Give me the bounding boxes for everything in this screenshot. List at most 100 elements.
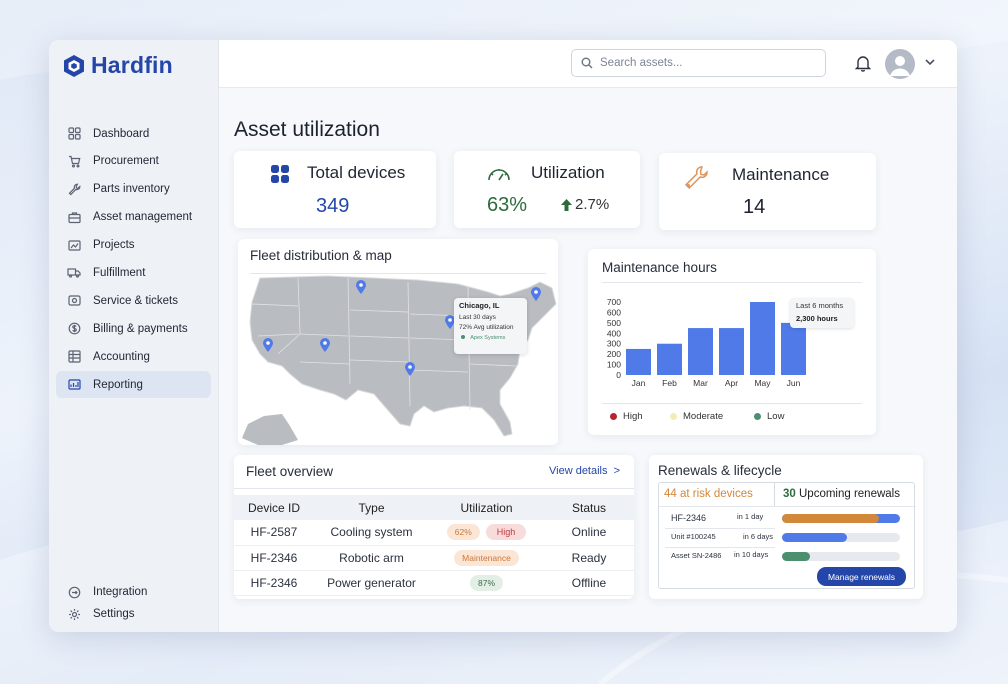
view-details-link[interactable]: View details >: [549, 465, 621, 477]
sidebar-item-procurement[interactable]: Procurement: [56, 148, 211, 175]
renewal-row[interactable]: Asset SN-2486 in 10 days: [659, 549, 909, 568]
sidebar-item-dashboard[interactable]: Dashboard: [56, 120, 211, 147]
x-tick-label: Apr: [725, 378, 738, 388]
sidebar-item-service-tickets[interactable]: Service & tickets: [56, 287, 211, 314]
total-devices-title: Total devices: [307, 163, 406, 182]
utilization-value: 63%: [487, 194, 528, 216]
upcoming-label: Upcoming renewals: [795, 488, 900, 500]
map-pin-icon[interactable]: [320, 338, 330, 352]
sidebar-item-label: Dashboard: [93, 127, 150, 140]
utilization-delta: 2.7%: [575, 196, 610, 213]
sidebar-item-asset-management[interactable]: Asset management: [56, 204, 211, 231]
dollar-icon: [67, 322, 81, 336]
chevron-down-icon[interactable]: [925, 59, 935, 66]
hexagon-logo-icon: [64, 54, 84, 77]
sidebar-item-label: Accounting: [93, 350, 150, 363]
asset-id: HF-2346: [671, 513, 707, 523]
sidebar-item-parts-inventory[interactable]: Parts inventory: [56, 176, 211, 203]
column-header[interactable]: Device ID: [234, 495, 314, 520]
bar-apr[interactable]: [719, 328, 744, 375]
column-header[interactable]: Status: [544, 495, 634, 520]
manage-renewals-button[interactable]: Manage renewals: [817, 567, 906, 586]
map-pin-icon[interactable]: [263, 338, 273, 352]
renewal-progress-fill: [782, 514, 879, 523]
renewal-row[interactable]: Unit #100245 in 6 days: [659, 530, 909, 549]
type-cell: Cooling system: [314, 520, 429, 546]
truck-icon: [67, 266, 81, 280]
tooltip-metric: 72% Avg utilization: [459, 324, 514, 331]
sidebar-item-label: Fulfillment: [93, 266, 146, 279]
map-pin-icon[interactable]: [405, 362, 415, 376]
y-tick-label: 600: [607, 307, 621, 317]
status-cell: Online: [544, 520, 634, 546]
legend-item-high: High: [610, 411, 670, 422]
gear-icon: [67, 607, 81, 621]
bell-icon[interactable]: [855, 54, 871, 72]
map-pin-icon[interactable]: [531, 287, 541, 301]
upcoming-count: 30: [783, 488, 796, 500]
chart-title: Maintenance hours: [602, 260, 717, 275]
map-pin-icon[interactable]: [445, 315, 455, 329]
search-placeholder: Search assets...: [600, 57, 683, 69]
bar-may[interactable]: [750, 302, 775, 375]
y-tick-label: 100: [607, 360, 621, 370]
legend-label: High: [623, 411, 643, 422]
sidebar-item-reporting[interactable]: Reporting: [56, 371, 211, 399]
search-icon: [581, 57, 593, 69]
bar-mar[interactable]: [688, 328, 713, 375]
sidebar-item-label: Service & tickets: [93, 294, 178, 307]
wrench-icon: [67, 182, 81, 196]
upcoming-renewals[interactable]: 30 Upcoming renewals: [783, 488, 900, 500]
table-row[interactable]: HF-2346 Robotic arm Maintenance Ready: [234, 545, 634, 571]
table-row[interactable]: HF-2346 Power generator 87% Offline: [234, 570, 634, 596]
sidebar-item-fulfillment[interactable]: Fulfillment: [56, 259, 211, 286]
sidebar-item-integration[interactable]: Integration: [56, 581, 211, 603]
brand-logo[interactable]: Hardfin: [63, 52, 173, 79]
column-header[interactable]: Type: [314, 495, 429, 520]
sidebar-item-projects[interactable]: Projects: [56, 232, 211, 259]
avatar[interactable]: [885, 49, 915, 79]
legend-dot-icon: [610, 412, 617, 420]
device-id-cell: HF-2346: [234, 545, 314, 571]
renewals-title: Renewals & lifecycle: [658, 463, 782, 478]
y-tick-label: 700: [607, 297, 621, 307]
renewals-card: Renewals & lifecycle 44 at risk devices …: [649, 455, 923, 599]
utilization-pill: 87%: [469, 574, 503, 591]
map-tooltip: Chicago, IL Last 30 days 72% Avg utiliza…: [454, 298, 527, 354]
utilization-pill: Maintenance: [454, 549, 519, 566]
sidebar-item-billing-payments[interactable]: Billing & payments: [56, 315, 211, 342]
column-header[interactable]: Utilization: [429, 495, 544, 520]
renewal-progress: [782, 514, 900, 523]
asset-id: Unit #100245: [671, 532, 716, 541]
ledger-icon: [67, 350, 81, 364]
bar-jan[interactable]: [626, 348, 651, 375]
map-pin-icon[interactable]: [356, 280, 366, 294]
divider: [602, 403, 862, 404]
utilization-card[interactable]: Utilization 63% 2.7%: [454, 151, 640, 228]
fleet-overview-card: Fleet overview View details > Device ID …: [234, 455, 634, 599]
tooltip-vendor-row: Apex Systems: [459, 335, 522, 341]
renewal-row[interactable]: HF-2346 in 1 day: [659, 511, 909, 530]
maintenance-card[interactable]: Maintenance 14: [659, 153, 876, 230]
ticket-icon: [67, 294, 81, 308]
renewal-progress-fill: [782, 533, 847, 542]
divider: [665, 547, 775, 548]
bar-feb[interactable]: [657, 343, 682, 375]
chart-tooltip-value: 2,300 hours: [796, 314, 838, 323]
fleet-map-title: Fleet distribution & map: [250, 248, 392, 263]
sidebar-item-settings[interactable]: Settings: [56, 603, 211, 625]
due-label: in 1 day: [737, 512, 764, 521]
table-row[interactable]: HF-2587 Cooling system 62% High Online: [234, 520, 634, 546]
at-risk-count[interactable]: 44 at risk devices: [664, 488, 753, 500]
y-tick-label: 200: [607, 349, 621, 359]
sidebar-item-accounting[interactable]: Accounting: [56, 343, 211, 370]
total-devices-card[interactable]: Total devices 349: [234, 151, 436, 228]
maintenance-title: Maintenance: [732, 165, 830, 184]
tooltip-city: Chicago, IL: [459, 301, 500, 310]
divider: [774, 483, 775, 506]
sidebar-item-label: Billing & payments: [93, 322, 188, 335]
bar-jun[interactable]: [781, 322, 806, 375]
briefcase-icon: [67, 210, 81, 224]
search-input[interactable]: Search assets...: [571, 49, 826, 77]
